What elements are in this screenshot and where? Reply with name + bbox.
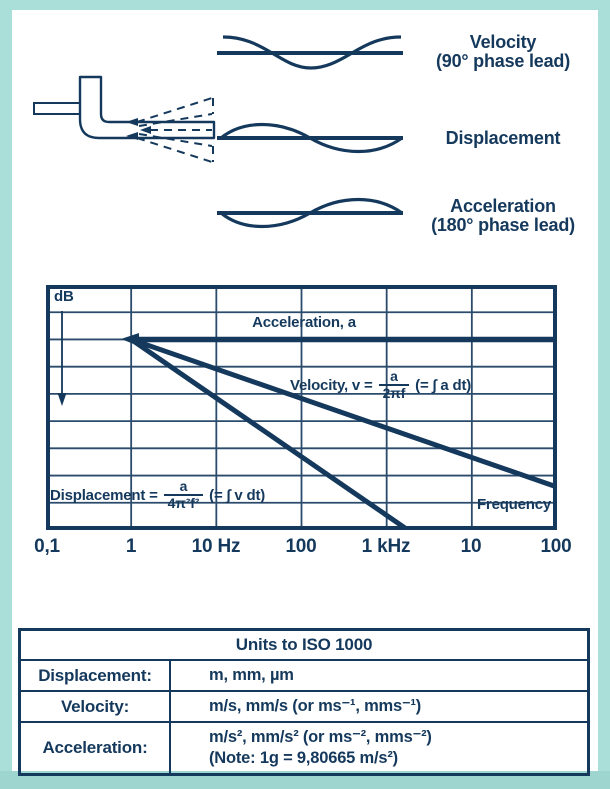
velocity-formula-suffix: (= ∫ a dt) bbox=[415, 376, 472, 394]
velocity-formula-fraction: a 2πf bbox=[378, 368, 410, 401]
vibrating-beam-drawing bbox=[33, 75, 216, 163]
table-row: Acceleration: m/s², mm/s² (or ms⁻², mms⁻… bbox=[21, 723, 587, 773]
x-tick-5: 10 bbox=[460, 536, 482, 557]
acceleration-wave-label: Acceleration (180° phase lead) bbox=[408, 197, 598, 235]
table-row: Velocity: m/s, mm/s (or ms⁻¹, mms⁻¹) bbox=[21, 692, 587, 723]
velocity-formula-numerator: a bbox=[390, 368, 398, 384]
acceleration-line-label: Acceleration, a bbox=[252, 314, 356, 331]
x-tick-6: 100 bbox=[540, 536, 572, 557]
units-table-title: Units to ISO 1000 bbox=[21, 631, 587, 661]
frame-left bbox=[0, 0, 12, 789]
displacement-row-value: m, mm, µm bbox=[209, 666, 294, 684]
displacement-formula-denominator: 4π²f² bbox=[163, 494, 204, 511]
displacement-wave-icon bbox=[217, 123, 403, 153]
velocity-formula-denominator: 2πf bbox=[378, 384, 410, 401]
beam-bracket-icon bbox=[78, 75, 216, 140]
displacement-formula-prefix: Displacement = bbox=[50, 486, 158, 504]
velocity-wave-label-line2: (90° phase lead) bbox=[435, 51, 571, 71]
displacement-row-label: Displacement: bbox=[21, 661, 171, 690]
frame-right bbox=[598, 0, 610, 789]
acceleration-wave-icon bbox=[217, 198, 403, 228]
displacement-wave-label-line1: Displacement bbox=[445, 128, 561, 148]
frame-top bbox=[0, 0, 610, 10]
velocity-formula: Velocity, v = a 2πf (= ∫ a dt) bbox=[290, 367, 471, 403]
acceleration-row-value: m/s², mm/s² (or ms⁻², mms⁻²) (Note: 1g =… bbox=[209, 728, 432, 767]
displacement-formula-suffix: (= ∫ v dt) bbox=[209, 486, 266, 504]
vibration-arrowheads bbox=[126, 118, 151, 140]
x-tick-1: 1 bbox=[125, 536, 137, 557]
velocity-wave-icon bbox=[217, 35, 403, 70]
velocity-wave-label-line1: Velocity bbox=[469, 32, 537, 52]
series-line-velocity-v bbox=[130, 337, 557, 490]
displacement-formula-numerator: a bbox=[179, 478, 188, 494]
chart-border bbox=[46, 285, 557, 530]
series-lines bbox=[129, 336, 557, 530]
velocity-row-label: Velocity: bbox=[21, 692, 171, 721]
velocity-row-value: m/s, mm/s (or ms⁻¹, mms⁻¹) bbox=[209, 697, 422, 715]
frequency-axis-label: Frequency bbox=[476, 496, 552, 513]
x-tick-0: 0,1 bbox=[34, 536, 60, 557]
db-axis-label: dB bbox=[54, 288, 74, 305]
displacement-formula: Displacement = a 4π²f² (= ∫ v dt) bbox=[50, 477, 265, 513]
acceleration-wave-label-line1: Acceleration bbox=[450, 196, 556, 216]
x-tick-2: 10 Hz bbox=[191, 536, 241, 557]
acceleration-wave-label-line2: (180° phase lead) bbox=[431, 215, 575, 235]
displacement-wave-label: Displacement bbox=[408, 129, 598, 148]
origin-arrowhead-icon bbox=[121, 333, 139, 346]
velocity-wave-label: Velocity (90° phase lead) bbox=[408, 33, 598, 71]
x-tick-3: 100 bbox=[285, 536, 317, 557]
table-row: Displacement: m, mm, µm bbox=[21, 661, 587, 692]
series-line-displacement bbox=[129, 337, 410, 530]
units-table: Units to ISO 1000 Displacement: m, mm, µ… bbox=[18, 628, 590, 776]
velocity-formula-prefix: Velocity, v = bbox=[290, 376, 373, 394]
db-axis-arrow-icon bbox=[57, 311, 67, 406]
frequency-chart-svg bbox=[46, 285, 557, 530]
x-tick-4: 1 kHz bbox=[361, 536, 411, 557]
acceleration-row-label: Acceleration: bbox=[21, 723, 171, 773]
displacement-formula-fraction: a 4π²f² bbox=[163, 478, 204, 511]
vibration-envelope-dashed-lines bbox=[136, 97, 214, 163]
beam-shaft-icon bbox=[33, 102, 82, 115]
